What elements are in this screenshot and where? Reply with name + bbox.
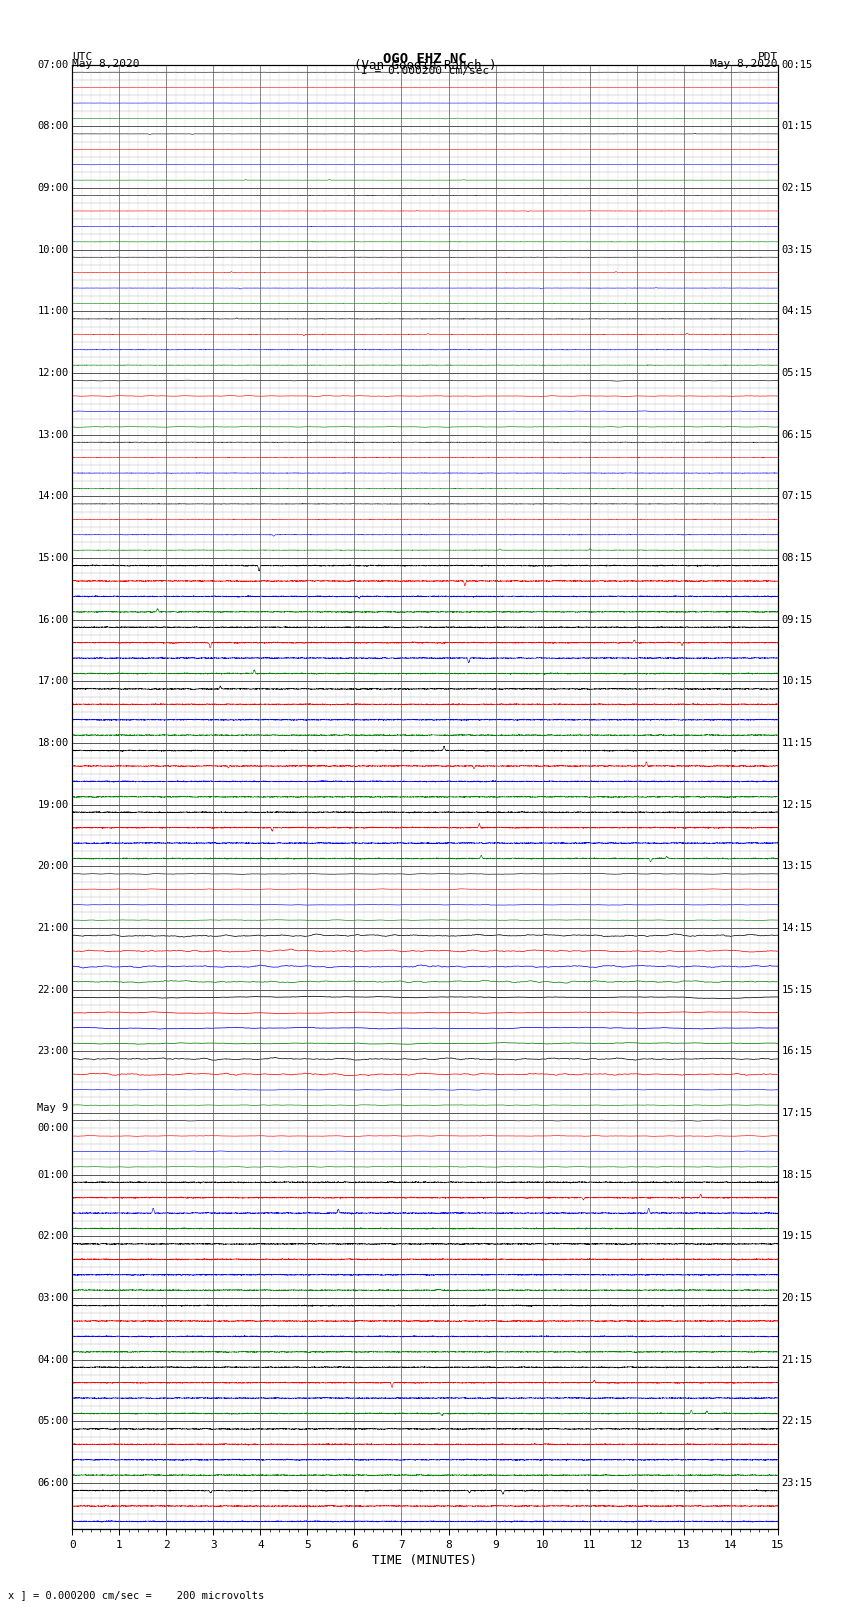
Text: 06:00: 06:00: [37, 1478, 69, 1487]
Text: PDT: PDT: [757, 52, 778, 63]
Text: I = 0.000200 cm/sec: I = 0.000200 cm/sec: [361, 66, 489, 76]
Text: 11:00: 11:00: [37, 306, 69, 316]
Text: 04:00: 04:00: [37, 1355, 69, 1365]
Text: OGO EHZ NC: OGO EHZ NC: [383, 52, 467, 66]
Text: 03:15: 03:15: [781, 245, 813, 255]
Text: 07:15: 07:15: [781, 492, 813, 502]
Text: May 8,2020: May 8,2020: [72, 58, 139, 69]
Text: 13:00: 13:00: [37, 429, 69, 439]
X-axis label: TIME (MINUTES): TIME (MINUTES): [372, 1553, 478, 1566]
Text: 22:00: 22:00: [37, 984, 69, 995]
Text: 02:15: 02:15: [781, 182, 813, 194]
Text: 05:15: 05:15: [781, 368, 813, 377]
Text: 19:15: 19:15: [781, 1231, 813, 1240]
Text: 20:00: 20:00: [37, 861, 69, 871]
Text: 01:00: 01:00: [37, 1169, 69, 1179]
Text: 09:15: 09:15: [781, 615, 813, 624]
Text: 08:00: 08:00: [37, 121, 69, 131]
Text: 17:15: 17:15: [781, 1108, 813, 1118]
Text: 06:15: 06:15: [781, 429, 813, 439]
Text: 12:15: 12:15: [781, 800, 813, 810]
Text: x ] = 0.000200 cm/sec =    200 microvolts: x ] = 0.000200 cm/sec = 200 microvolts: [8, 1590, 264, 1600]
Text: 00:15: 00:15: [781, 60, 813, 69]
Text: 15:15: 15:15: [781, 984, 813, 995]
Text: 19:00: 19:00: [37, 800, 69, 810]
Text: 01:15: 01:15: [781, 121, 813, 131]
Text: 00:00: 00:00: [37, 1123, 69, 1134]
Text: 12:00: 12:00: [37, 368, 69, 377]
Text: 23:15: 23:15: [781, 1478, 813, 1487]
Text: May 8,2020: May 8,2020: [711, 58, 778, 69]
Text: 23:00: 23:00: [37, 1047, 69, 1057]
Text: 16:15: 16:15: [781, 1047, 813, 1057]
Text: 14:15: 14:15: [781, 923, 813, 932]
Text: 18:15: 18:15: [781, 1169, 813, 1179]
Text: May 9: May 9: [37, 1103, 69, 1113]
Text: UTC: UTC: [72, 52, 93, 63]
Text: 22:15: 22:15: [781, 1416, 813, 1426]
Text: 21:00: 21:00: [37, 923, 69, 932]
Text: 11:15: 11:15: [781, 737, 813, 748]
Text: 14:00: 14:00: [37, 492, 69, 502]
Text: 18:00: 18:00: [37, 737, 69, 748]
Text: 20:15: 20:15: [781, 1294, 813, 1303]
Text: 10:00: 10:00: [37, 245, 69, 255]
Text: 17:00: 17:00: [37, 676, 69, 686]
Text: 08:15: 08:15: [781, 553, 813, 563]
Text: 10:15: 10:15: [781, 676, 813, 686]
Text: 09:00: 09:00: [37, 182, 69, 194]
Text: 16:00: 16:00: [37, 615, 69, 624]
Text: 05:00: 05:00: [37, 1416, 69, 1426]
Text: 07:00: 07:00: [37, 60, 69, 69]
Text: 21:15: 21:15: [781, 1355, 813, 1365]
Text: 02:00: 02:00: [37, 1231, 69, 1240]
Text: 03:00: 03:00: [37, 1294, 69, 1303]
Text: 04:15: 04:15: [781, 306, 813, 316]
Text: 13:15: 13:15: [781, 861, 813, 871]
Text: (Van Goodin Ranch ): (Van Goodin Ranch ): [354, 58, 496, 73]
Text: 15:00: 15:00: [37, 553, 69, 563]
